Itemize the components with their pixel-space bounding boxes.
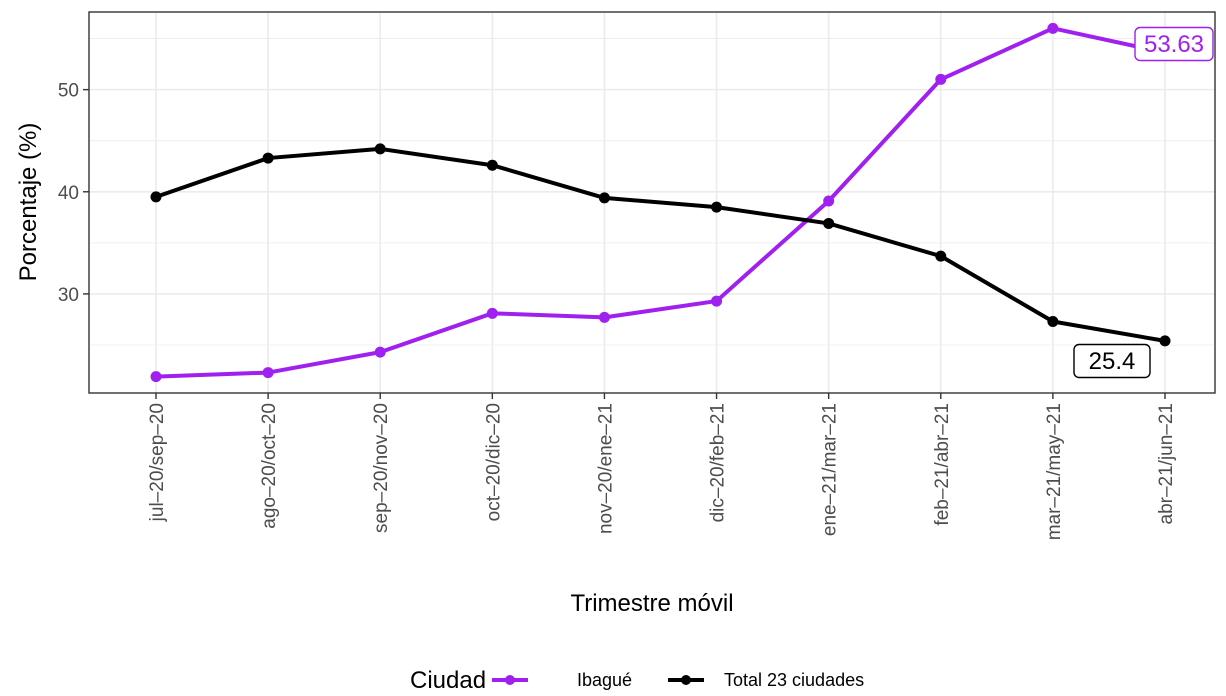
series-total-23-ciudades xyxy=(150,143,1171,347)
data-point xyxy=(262,152,274,164)
data-point xyxy=(1047,22,1059,34)
data-point xyxy=(598,192,610,204)
data-point xyxy=(935,73,947,85)
y-axis: 30 40 50 xyxy=(58,81,89,306)
x-tick-label: ene–21/mar–21 xyxy=(820,403,841,536)
data-point xyxy=(823,195,835,207)
data-label-box xyxy=(1073,343,1151,379)
data-label-text: 25.4 xyxy=(1089,348,1136,375)
legend: Ciudad Ibagué Total 23 ciudades xyxy=(410,667,864,694)
callout-layer: 53.63 25.4 xyxy=(1073,26,1214,379)
plot-panel: 53.63 25.4 xyxy=(88,11,1216,394)
x-tick-label: dic–20/feb–21 xyxy=(708,403,729,522)
legend-label-ibague: Ibagué xyxy=(577,670,632,690)
y-tick-label: 40 xyxy=(58,183,79,204)
x-tick-label: jul–20/sep–20 xyxy=(147,403,168,522)
x-tick-label: sep–20/nov–20 xyxy=(371,403,392,533)
series-line xyxy=(155,26,1166,379)
series-layer xyxy=(150,22,1171,383)
data-label-box xyxy=(1134,26,1214,62)
legend-key-ibague-point xyxy=(505,675,515,685)
x-axis: jul–20/sep–20 ago–20/oct–20 sep–20/nov–20 o… xyxy=(147,393,1177,540)
data-point xyxy=(150,371,162,383)
x-tick-label: abr–21/jun–21 xyxy=(1156,403,1177,525)
data-label-total: 25.4 xyxy=(1073,343,1151,379)
x-tick-label: ago–20/oct–20 xyxy=(259,403,280,529)
x-axis-title: Trimestre móvil xyxy=(570,590,733,617)
data-point xyxy=(486,159,498,171)
series-line xyxy=(155,146,1166,343)
data-point xyxy=(598,311,610,323)
y-tick-label: 50 xyxy=(58,81,79,102)
data-point xyxy=(823,217,835,229)
data-point xyxy=(374,143,386,155)
data-label-text: 53.63 xyxy=(1144,31,1204,58)
y-axis-title: Porcentaje (%) xyxy=(15,123,42,282)
x-tick-label: oct–20/dic–20 xyxy=(483,403,504,521)
series-ibague xyxy=(150,22,1171,383)
x-tick-label: mar–21/may–21 xyxy=(1044,403,1065,540)
legend-key-total-point xyxy=(681,675,691,685)
data-point xyxy=(486,307,498,319)
data-point xyxy=(262,367,274,379)
panel-border xyxy=(88,11,1216,394)
data-point xyxy=(150,191,162,203)
legend-title: Ciudad xyxy=(410,667,486,694)
y-tick-label: 30 xyxy=(58,285,79,306)
data-label-ibague: 53.63 xyxy=(1134,26,1214,62)
legend-label-total: Total 23 ciudades xyxy=(724,670,864,690)
x-tick-label: feb–21/abr–21 xyxy=(932,403,953,526)
data-point xyxy=(711,295,723,307)
data-point xyxy=(374,346,386,358)
x-tick-label: nov–20/ene–21 xyxy=(595,403,616,534)
data-point xyxy=(935,250,947,262)
data-point xyxy=(1047,315,1059,327)
data-point xyxy=(1159,335,1171,347)
data-point xyxy=(711,201,723,213)
